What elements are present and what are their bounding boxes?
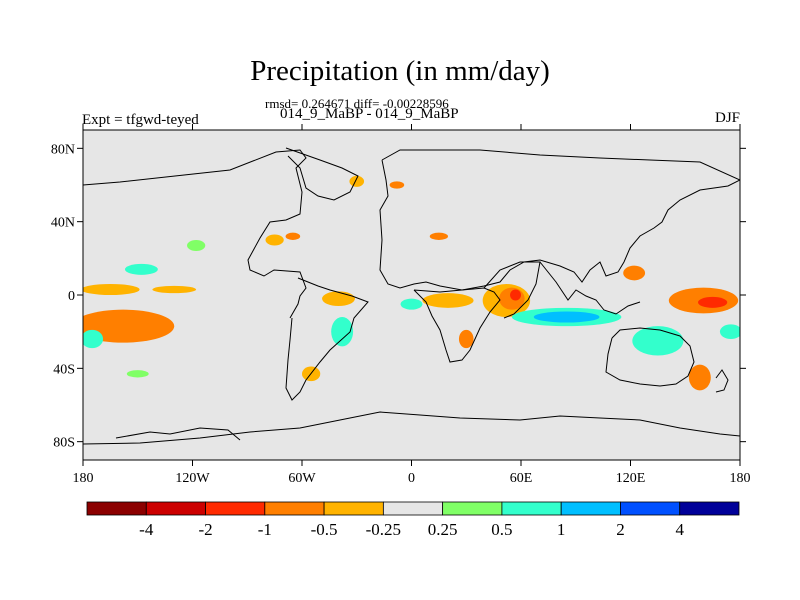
y-tick-label: 80S	[53, 436, 75, 451]
colorbar-label: -0.5	[311, 520, 338, 539]
anomaly-region	[623, 265, 646, 281]
colorbar-label: 1	[557, 520, 566, 539]
stats-text: rmsd= 0.264671 diff= -0.00228596	[265, 96, 449, 111]
anomaly-region	[349, 175, 365, 187]
colorbar: -4 -2 -1 -0.5 -0.25 0.25 0.5 1 2 4	[86, 501, 740, 539]
coastline-india-seasia	[539, 261, 641, 315]
coastline-africa	[413, 287, 501, 363]
coastlines	[83, 147, 740, 445]
x-tick-label: 120W	[175, 471, 210, 486]
colorbar-swatch	[501, 501, 562, 516]
colorbar-label: -4	[139, 520, 154, 539]
coastline-arabia	[483, 261, 541, 319]
anomaly-region	[152, 285, 197, 294]
colorbar-swatch	[679, 501, 740, 516]
colorbar-swatch	[560, 501, 621, 516]
y-tick-label: 40S	[53, 362, 75, 377]
experiment-label: Expt = tfgwd-teyed	[82, 112, 199, 128]
colorbar-swatch	[145, 501, 206, 516]
anomaly-region	[124, 263, 158, 275]
anomaly-region	[331, 317, 354, 347]
colorbar-label: 0.25	[428, 520, 458, 539]
colorbar-swatch	[620, 501, 681, 516]
colorbar-label: 4	[675, 520, 684, 539]
colorbar-swatch	[205, 501, 266, 516]
colorbar-label: -1	[258, 520, 272, 539]
colorbar-label: -0.25	[366, 520, 401, 539]
anomaly-region	[83, 284, 140, 295]
x-tick-label: 180	[730, 471, 751, 486]
colorbar-swatch	[382, 501, 444, 516]
y-tick-label: 80N	[51, 142, 75, 157]
y-tick-label: 40N	[51, 216, 75, 231]
anomaly-region	[322, 291, 355, 306]
anomaly-region	[285, 232, 301, 240]
x-tick-label: 60W	[288, 471, 316, 486]
season-label: DJF	[714, 110, 740, 126]
anomaly-region	[429, 232, 448, 240]
x-tick-label: 0	[408, 471, 415, 486]
anomaly-region	[698, 296, 728, 308]
anomaly-region	[422, 293, 474, 308]
anomaly-region	[126, 370, 149, 378]
anomaly-region	[719, 324, 740, 339]
colorbar-swatch	[323, 501, 384, 516]
anomaly-region	[458, 329, 474, 349]
colorbar-label: -2	[198, 520, 212, 539]
anomaly-region	[265, 234, 284, 246]
coastline-greenland	[285, 147, 359, 201]
anomaly-region	[389, 181, 405, 189]
anomaly-region	[688, 364, 711, 391]
x-tick-label: 120E	[616, 471, 646, 486]
colorbar-swatch	[86, 501, 147, 516]
colorbar-swatch	[264, 501, 325, 516]
colorbar-label: 2	[616, 520, 625, 539]
anomaly-region	[187, 240, 206, 251]
anomaly-region	[83, 329, 104, 349]
anomaly-region	[510, 289, 521, 301]
anomaly-region	[632, 326, 684, 356]
chart-title: Precipitation (in mm/day)	[250, 55, 550, 87]
coastline-australia	[605, 327, 695, 387]
x-tick-label: 60E	[510, 471, 533, 486]
anomaly-region	[400, 298, 423, 310]
y-tick-label: 0	[68, 289, 75, 304]
anomaly-region	[83, 309, 175, 343]
coastline-south-america	[285, 277, 369, 401]
colorbar-label: 0.5	[491, 520, 512, 539]
x-tick-label: 180	[73, 471, 94, 486]
anomaly-region	[533, 311, 600, 323]
coastline-antarctica	[83, 411, 740, 445]
coastline-new-zealand	[715, 369, 729, 393]
colorbar-swatch	[442, 501, 503, 516]
axes: 180 120W 60W 0 60E 120E 180 80N 40N 0 40S 80S	[51, 124, 751, 486]
coastline-antarctic-peninsula	[115, 427, 241, 441]
coastline-europe-asia	[379, 149, 740, 291]
plot-background	[83, 130, 740, 460]
chart-subtitle: 014_9_MaBP - 014_9_MaBP	[280, 106, 459, 122]
